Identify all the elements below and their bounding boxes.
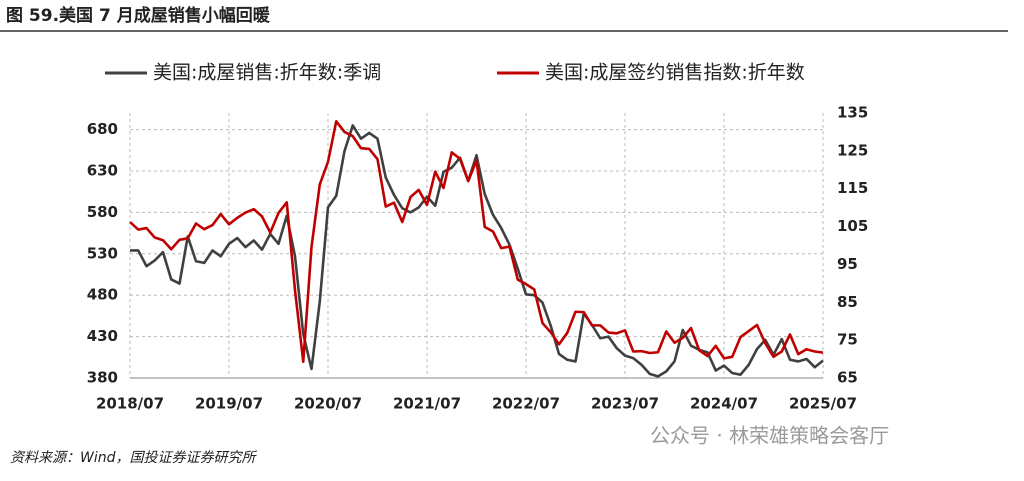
y-tick-label: 480 — [87, 286, 118, 304]
y2-tick-label: 85 — [837, 293, 858, 311]
x-tick-label: 2024/07 — [690, 395, 758, 413]
x-tick-label: 2022/07 — [492, 395, 560, 413]
y-tick-label: 380 — [87, 369, 118, 387]
x-tick-label: 2018/07 — [96, 395, 164, 413]
legend-label: 美国:成屋销售:折年数:季调 — [153, 62, 381, 84]
x-tick-label: 2019/07 — [195, 395, 263, 413]
y2-tick-label: 75 — [837, 331, 858, 349]
y-tick-label: 430 — [87, 327, 118, 345]
y2-tick-label: 135 — [837, 104, 868, 122]
y2-tick-label: 115 — [837, 179, 868, 197]
x-tick-label: 2023/07 — [591, 395, 659, 413]
y-tick-label: 530 — [87, 244, 118, 262]
y2-tick-label: 125 — [837, 141, 868, 159]
series-line — [129, 120, 824, 364]
chart-title: 图 59.美国 7 月成屋销售小幅回暖 — [6, 5, 271, 26]
y2-tick-label: 65 — [837, 369, 858, 387]
y-tick-label: 580 — [87, 203, 118, 221]
series-line — [130, 124, 824, 378]
source: 资料来源：Wind，国投证券证券研究所 — [10, 450, 257, 466]
x-tick-label: 2020/07 — [294, 395, 362, 413]
x-tick-label: 2025/07 — [789, 395, 857, 413]
y-tick-label: 630 — [87, 161, 118, 179]
y-tick-label: 680 — [87, 120, 118, 138]
y2-tick-label: 95 — [837, 255, 858, 273]
x-tick-label: 2021/07 — [393, 395, 461, 413]
legend-label: 美国:成屋签约销售指数:折年数 — [545, 62, 805, 84]
watermark: 公众号 · 林荣雄策略会客厅 — [650, 424, 889, 448]
y2-tick-label: 105 — [837, 217, 868, 235]
